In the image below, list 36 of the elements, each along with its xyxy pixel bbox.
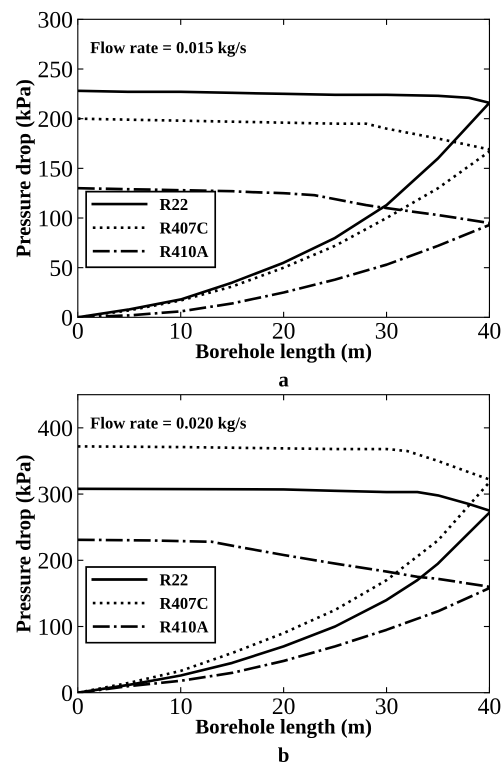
y-tick-label: 150: [40, 160, 72, 177]
y-axis-title: Pressure drop (kPa): [16, 80, 35, 258]
y-tick-label: 0: [62, 685, 72, 702]
legend-label: R410A: [160, 621, 208, 633]
x-tick-label: 40: [478, 698, 500, 714]
y-tick-label: 300: [38, 486, 72, 502]
y-axis-title: Pressure drop (kPa): [16, 456, 35, 633]
legend-label: R410A: [160, 246, 208, 258]
y-tick-label: 100: [40, 210, 72, 226]
y-tick-label: 400: [38, 420, 72, 436]
x-tick-label: 10: [170, 698, 192, 714]
x-tick-label: 10: [170, 322, 192, 339]
text: a: [279, 376, 289, 387]
legend-label: R407C: [160, 222, 208, 234]
x-tick-label: 30: [376, 698, 398, 714]
legend-label: R22: [160, 574, 188, 586]
y-tick-label: 100: [40, 619, 72, 635]
x-axis-title: Borehole length (m): [196, 344, 372, 363]
x-tick-label: 30: [376, 322, 398, 339]
annotation: Flow rate = 0.020 kg/s: [90, 416, 246, 432]
x-axis-title: Borehole length (m): [196, 719, 372, 738]
x-tick-label: 0: [72, 698, 83, 714]
y-tick-label: 200: [38, 111, 72, 128]
x-tick-label: 20: [272, 698, 295, 714]
legend-label: R22: [160, 198, 188, 210]
y-tick-label: 200: [38, 552, 72, 569]
x-tick-label: 0: [72, 322, 83, 339]
y-tick-label: 300: [38, 12, 72, 28]
text: b: [278, 747, 289, 762]
x-tick-label: 20: [272, 322, 295, 339]
y-tick-label: 0: [62, 310, 72, 326]
legend-label: R407C: [160, 598, 208, 610]
annotation: Flow rate = 0.015 kg/s: [90, 42, 246, 57]
x-tick-label: 40: [478, 322, 500, 339]
y-tick-label: 250: [38, 62, 72, 78]
y-tick-label: 50: [50, 260, 72, 276]
